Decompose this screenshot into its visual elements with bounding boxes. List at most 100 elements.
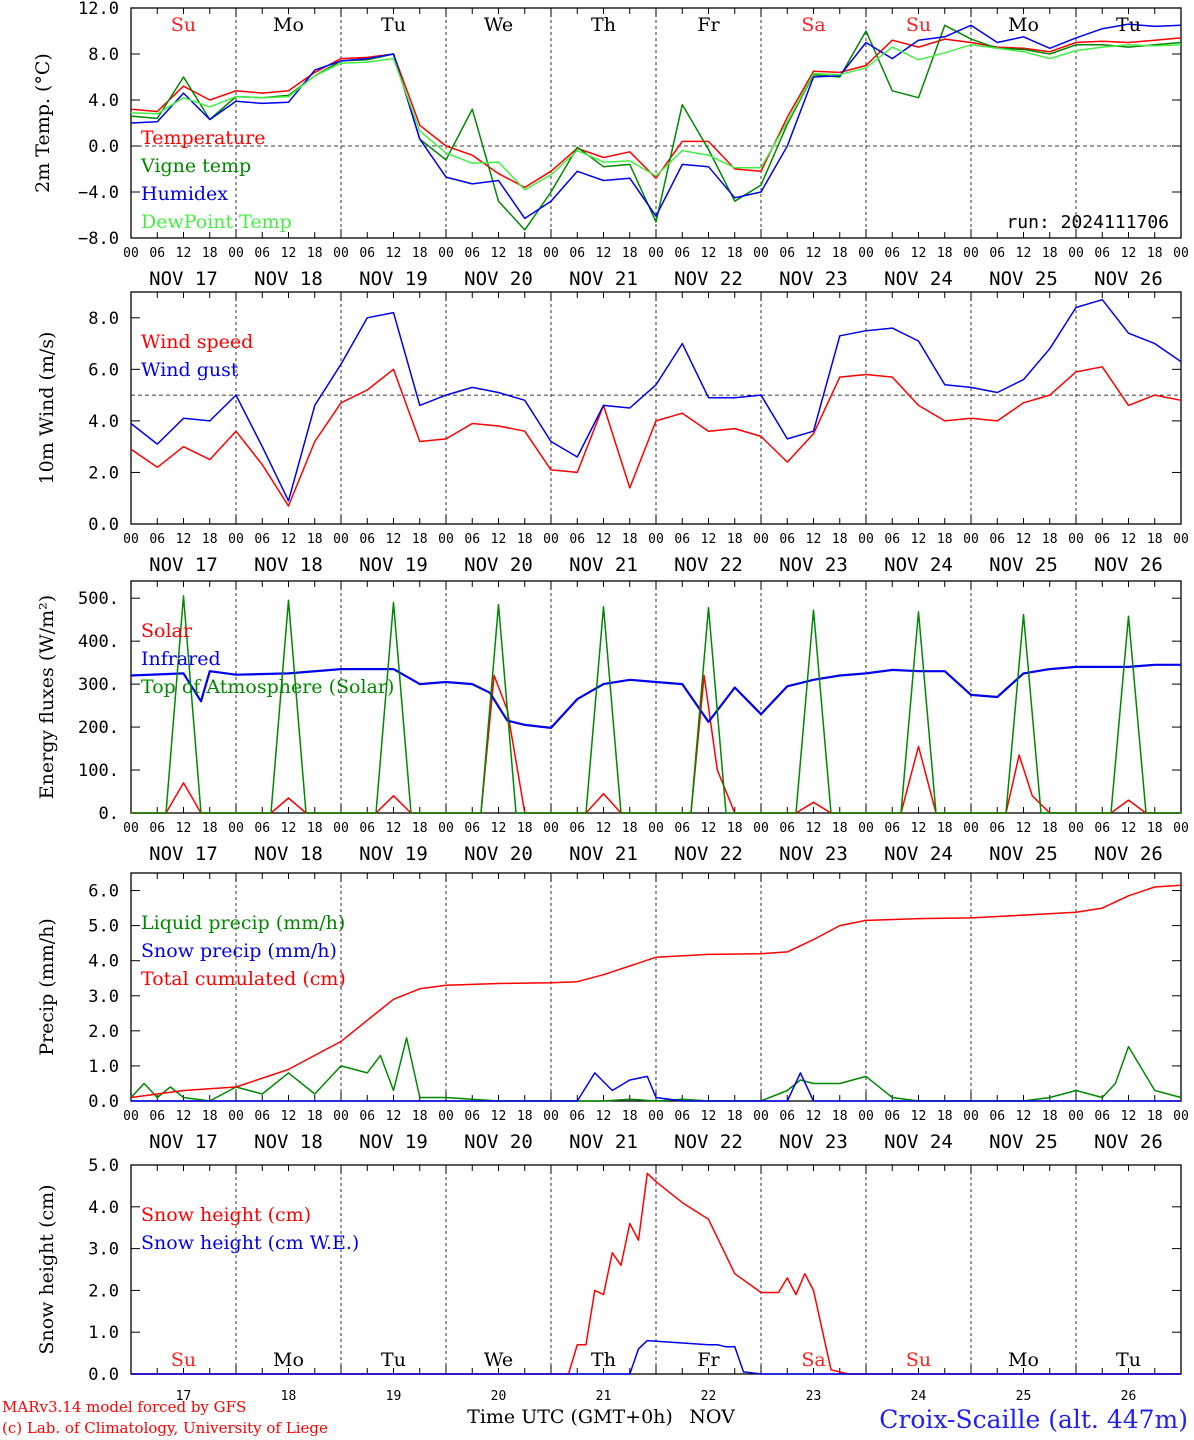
hour-label: 18 xyxy=(1147,1109,1163,1124)
hour-label: 06 xyxy=(149,532,165,547)
y-tick-label: 5.0 xyxy=(88,1156,119,1176)
hour-label: 12 xyxy=(1016,1109,1032,1124)
hour-label: 18 xyxy=(832,1109,848,1124)
date-label: NOV 19 xyxy=(359,554,428,576)
hour-label: 18 xyxy=(622,1109,638,1124)
date-label: NOV 25 xyxy=(989,554,1058,576)
hour-label: 00 xyxy=(858,532,874,547)
hour-label: 00 xyxy=(1068,821,1084,836)
hour-label: 18 xyxy=(937,246,953,261)
weekday-label: Tu xyxy=(381,14,406,36)
hour-label: 00 xyxy=(1068,1109,1084,1124)
y-axis-label: 10m Wind (m/s) xyxy=(36,332,58,485)
month-label: NOV xyxy=(689,1406,735,1428)
hour-label: 12 xyxy=(1016,246,1032,261)
hour-label: 06 xyxy=(674,1109,690,1124)
hour-label: 00 xyxy=(228,821,244,836)
hour-label: 06 xyxy=(779,1109,795,1124)
hour-label: 18 xyxy=(727,532,743,547)
hour-label: 12 xyxy=(281,1109,297,1124)
hour-label: 00 xyxy=(543,821,559,836)
date-label: NOV 23 xyxy=(779,268,848,290)
weekday-label: Th xyxy=(591,1349,616,1371)
hour-label: 06 xyxy=(149,1109,165,1124)
hour-label: 18 xyxy=(1042,532,1058,547)
date-label: NOV 20 xyxy=(464,843,533,865)
day-number-label: 18 xyxy=(281,1389,297,1404)
hour-label: 18 xyxy=(727,1109,743,1124)
panel-3: 0. 100. 200. 300. 400. 500. Energy fluxes (W/m… xyxy=(36,580,1189,865)
hour-label: 12 xyxy=(806,532,822,547)
hour-label: 00 xyxy=(753,532,769,547)
y-tick-label: 0.0 xyxy=(88,515,119,535)
hour-label: 06 xyxy=(779,246,795,261)
hour-label: 18 xyxy=(517,821,533,836)
hour-label: 18 xyxy=(517,246,533,261)
weekday-label: Mo xyxy=(1008,14,1039,36)
legend-entry: DewPoint Temp xyxy=(141,211,292,233)
hour-label: 00 xyxy=(648,532,664,547)
day-number-label: 21 xyxy=(596,1389,612,1404)
hour-label: 06 xyxy=(569,246,585,261)
hour-label: 18 xyxy=(622,246,638,261)
date-label: NOV 26 xyxy=(1094,843,1163,865)
hour-label: 00 xyxy=(228,532,244,547)
date-label: NOV 23 xyxy=(779,1131,848,1153)
hour-label: 06 xyxy=(359,1109,375,1124)
hour-label: 12 xyxy=(1121,532,1137,547)
legend-entry: Infrared xyxy=(141,648,221,670)
date-label: NOV 21 xyxy=(569,268,638,290)
legend-entry: Wind speed xyxy=(141,331,253,353)
hour-label: 06 xyxy=(149,246,165,261)
hour-label: 00 xyxy=(438,1109,454,1124)
hour-label: 06 xyxy=(359,532,375,547)
hour-label: 06 xyxy=(149,821,165,836)
y-tick-label: −8.0 xyxy=(78,229,119,249)
y-tick-label: 3.0 xyxy=(88,987,119,1007)
date-label: NOV 21 xyxy=(569,554,638,576)
legend-entry: Wind gust xyxy=(141,359,239,381)
hour-label: 00 xyxy=(123,821,139,836)
y-axis-label: Energy fluxes (W/m²) xyxy=(36,595,58,799)
hour-label: 12 xyxy=(281,821,297,836)
hour-label: 00 xyxy=(1173,1109,1189,1124)
hour-label: 12 xyxy=(281,532,297,547)
series-line-3 xyxy=(130,23,1182,220)
hour-label: 00 xyxy=(1068,246,1084,261)
weekday-label: Tu xyxy=(381,1349,406,1371)
hour-label: 06 xyxy=(674,821,690,836)
weekday-label: Mo xyxy=(273,1349,304,1371)
credit-line-1: MARv3.14 model forced by GFS xyxy=(2,1398,246,1416)
hour-label: 06 xyxy=(989,246,1005,261)
date-label: NOV 22 xyxy=(674,1131,743,1153)
hour-label: 06 xyxy=(569,532,585,547)
y-tick-label: 12.0 xyxy=(78,0,119,19)
legend-entry: Total cumulated (cm) xyxy=(141,968,346,990)
date-label: NOV 20 xyxy=(464,1131,533,1153)
y-tick-label: 300. xyxy=(78,675,119,695)
hour-label: 18 xyxy=(202,532,218,547)
y-tick-label: 200. xyxy=(78,718,119,738)
hour-label: 18 xyxy=(202,1109,218,1124)
hour-label: 06 xyxy=(674,246,690,261)
hour-label: 06 xyxy=(989,821,1005,836)
hour-label: 18 xyxy=(1042,1109,1058,1124)
series-line-1 xyxy=(130,366,1182,507)
y-axis-label: 2m Temp. (°C) xyxy=(32,53,54,193)
legend-entry: Snow height (cm) xyxy=(141,1204,311,1226)
series-line-4 xyxy=(130,44,1182,191)
hour-label: 00 xyxy=(1068,532,1084,547)
hour-label: 18 xyxy=(622,821,638,836)
y-tick-label: 2.0 xyxy=(88,1281,119,1301)
y-tick-label: −4.0 xyxy=(78,183,119,203)
hour-label: 00 xyxy=(858,821,874,836)
hour-label: 00 xyxy=(438,821,454,836)
y-tick-label: 4.0 xyxy=(88,412,119,432)
panel-4: 0.0 1.0 2.0 3.0 4.0 5.0 6.0 Precip (mm/h) Liquid… xyxy=(36,872,1189,1153)
date-label: NOV 24 xyxy=(884,843,953,865)
hour-label: 00 xyxy=(1173,821,1189,836)
hour-label: 06 xyxy=(989,1109,1005,1124)
weekday-label: Mo xyxy=(273,14,304,36)
hour-label: 12 xyxy=(596,246,612,261)
day-number-label: 25 xyxy=(1016,1389,1032,1404)
